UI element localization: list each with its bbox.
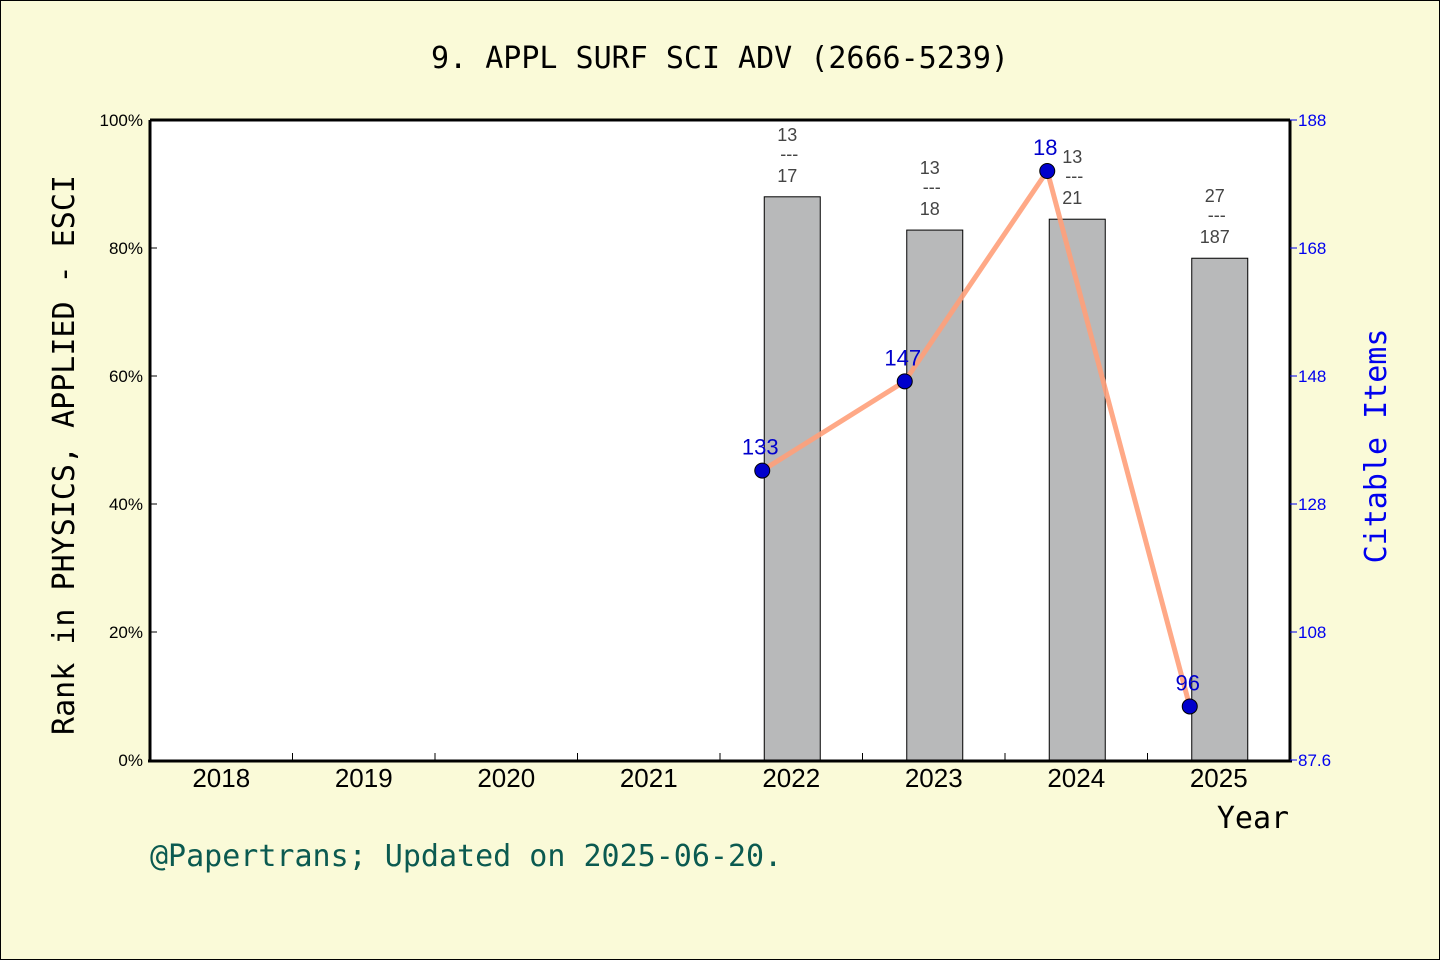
rank-divider: ---: [780, 144, 798, 164]
point-labels: 133 147 18 96: [742, 135, 1200, 695]
rank-bar: [763, 196, 821, 761]
right-tick-label: 148: [1298, 367, 1326, 386]
rank-bar: [1048, 218, 1106, 761]
bar-series: [763, 196, 1249, 761]
x-axis-label: Year: [1217, 801, 1289, 836]
left-tick-label: 20%: [109, 623, 143, 642]
x-tick-label: 2024: [1047, 763, 1105, 793]
data-point-label: 133: [742, 435, 779, 460]
data-point-label: 18: [1033, 135, 1057, 160]
data-point-marker: [1181, 698, 1198, 715]
rank-denominator: 18: [920, 199, 940, 219]
rank-numerator: 27: [1205, 186, 1225, 206]
x-tick-label: 2019: [335, 763, 393, 793]
x-tick-label: 2022: [762, 763, 820, 793]
rank-divider: ---: [1065, 166, 1083, 186]
data-point-marker: [1039, 162, 1056, 179]
x-tick-label: 2021: [620, 763, 678, 793]
x-tick-label: 2020: [477, 763, 535, 793]
rank-divider: ---: [923, 177, 941, 197]
rank-numerator: 13: [920, 158, 940, 178]
rank-divider: ---: [1208, 205, 1226, 225]
y-axis-right-label: Citable Items: [1359, 329, 1394, 564]
data-point-marker: [754, 462, 771, 479]
right-tick-label: 168: [1298, 239, 1326, 258]
rank-denominator: 21: [1062, 188, 1082, 208]
right-tick-label: 188: [1298, 111, 1326, 130]
right-axis-ticks: 87.6 108 128 148 168 188: [1290, 111, 1331, 770]
line-series: [754, 162, 1198, 715]
x-tick-label: 2025: [1190, 763, 1248, 793]
data-point-marker: [896, 373, 913, 390]
left-tick-label: 100%: [100, 111, 143, 130]
rank-bar: [906, 229, 964, 761]
rank-denominator: 187: [1200, 227, 1230, 247]
right-tick-label: 128: [1298, 495, 1326, 514]
left-tick-label: 80%: [109, 239, 143, 258]
rank-bar: [1191, 257, 1249, 761]
left-axis-ticks: 0% 20% 40% 60% 80% 100%: [100, 111, 157, 770]
left-tick-label: 60%: [109, 367, 143, 386]
chart-title: 9. APPL SURF SCI ADV (2666-5239): [431, 41, 1009, 76]
right-tick-label: 108: [1298, 623, 1326, 642]
x-tick-label: 2023: [905, 763, 963, 793]
rank-denominator: 17: [777, 166, 797, 186]
left-tick-label: 0%: [118, 751, 143, 770]
right-tick-label: 87.6: [1298, 751, 1331, 770]
x-tick-label: 2018: [192, 763, 250, 793]
y-axis-left-label: Rank in PHYSICS, APPLIED - ESCI: [47, 175, 82, 735]
footer-credit: @Papertrans; Updated on 2025-06-20.: [150, 839, 782, 874]
data-point-label: 147: [884, 345, 921, 370]
citable-items-line: [760, 168, 1193, 708]
data-point-label: 96: [1176, 670, 1200, 695]
rank-numerator: 13: [777, 125, 797, 145]
x-axis-ticks: 2018 2019 2020 2021 2022 2023 2024 2025: [192, 753, 1248, 793]
rank-numerator: 13: [1062, 147, 1082, 167]
left-tick-label: 40%: [109, 495, 143, 514]
